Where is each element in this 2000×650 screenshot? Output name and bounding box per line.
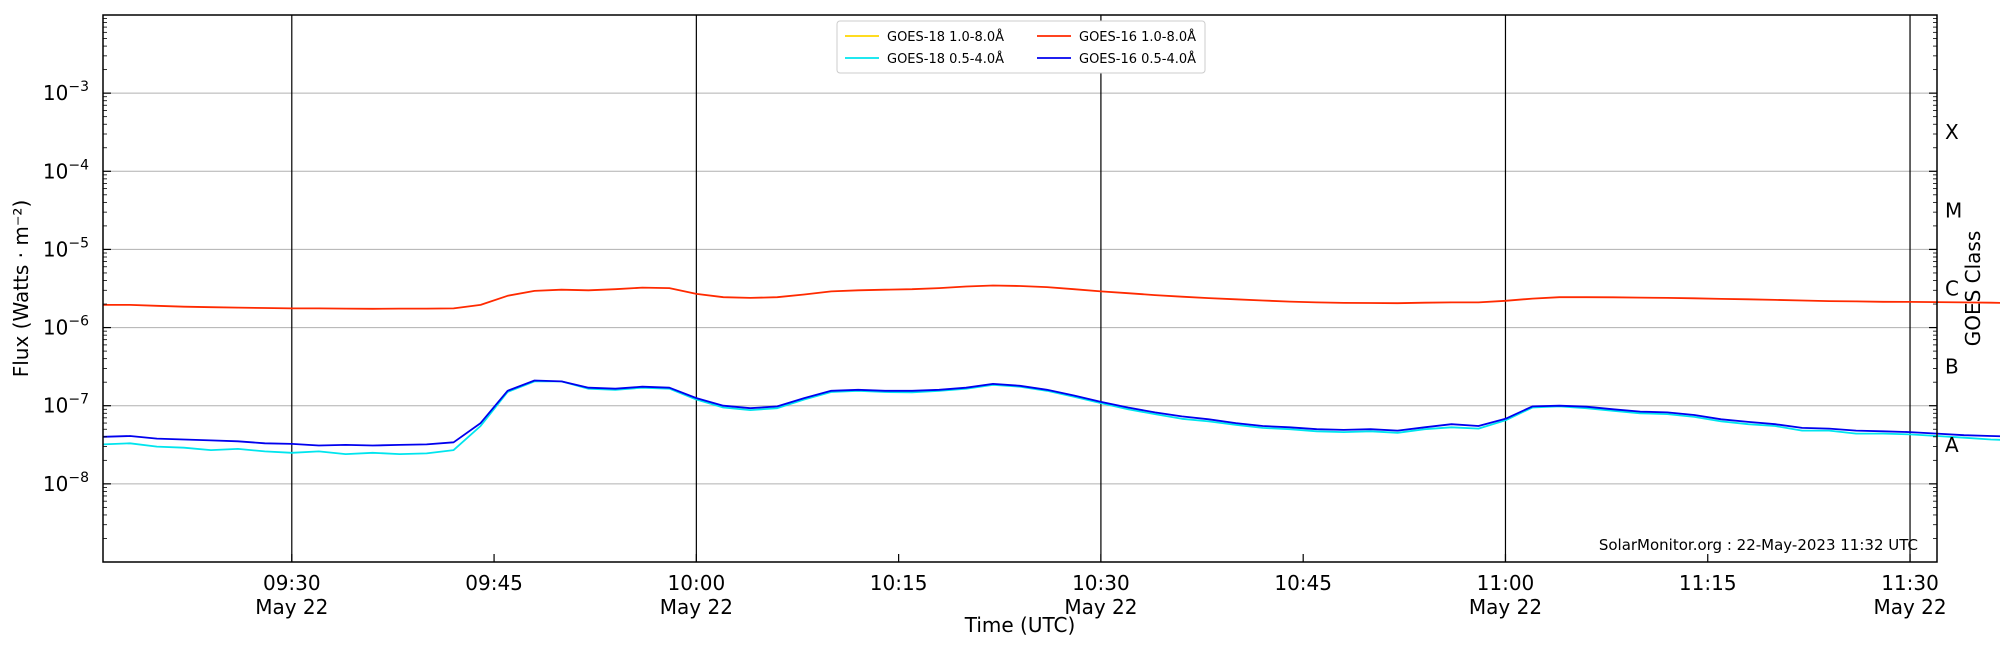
y-axis-title: Flux (Watts · m⁻²) <box>9 200 33 378</box>
x-tick-date-label: May 22 <box>1873 595 1946 619</box>
footer-credit: SolarMonitor.org : 22-May-2023 11:32 UTC <box>1599 536 1918 554</box>
x-tick-date-label: May 22 <box>255 595 328 619</box>
legend-label: GOES-16 0.5-4.0Å <box>1079 51 1196 67</box>
series-layer <box>102 284 2000 455</box>
legend-label: GOES-18 1.0-8.0Å <box>887 29 1004 45</box>
y-tick-exponent: −3 <box>68 79 89 95</box>
y-tick-label: 10−4 <box>43 157 89 183</box>
goes-class-label: X <box>1945 120 1959 144</box>
x-tick-date-label: May 22 <box>1064 595 1137 619</box>
x-tick-label: 11:00 <box>1477 571 1535 595</box>
y-tick-label: 10−7 <box>43 392 89 418</box>
goes-class-label: C <box>1945 277 1959 301</box>
goes-class-label: A <box>1945 433 1959 457</box>
y-tick-base: 10 <box>43 472 68 496</box>
legend-label: GOES-16 1.0-8.0Å <box>1079 29 1196 45</box>
y-tick-exponent: −8 <box>68 470 89 486</box>
series-line-1 <box>102 380 2000 455</box>
day-vertical-lines <box>291 15 1911 562</box>
goes-class-labels: A B C M X <box>1945 120 1962 457</box>
y-tick-base: 10 <box>43 237 68 261</box>
legend-label: GOES-18 0.5-4.0Å <box>887 51 1004 67</box>
y-tick-base: 10 <box>43 394 68 418</box>
y-tick-label: 10−5 <box>43 235 89 261</box>
x-tick-label: 10:30 <box>1072 571 1130 595</box>
legend: GOES-18 1.0-8.0Å GOES-18 0.5-4.0Å GOES-16 … <box>836 20 1206 74</box>
y-tick-exponent: −4 <box>68 157 89 173</box>
x-tick-label: 11:15 <box>1679 571 1737 595</box>
x-tick-label: 10:00 <box>668 571 726 595</box>
y-axis-ticks: 10−810−710−610−510−410−3 <box>43 18 1937 539</box>
y-tick-exponent: −5 <box>68 235 89 251</box>
plot-frame <box>102 14 1938 563</box>
right-axis-title: GOES Class <box>1961 231 1985 347</box>
x-tick-label: 10:45 <box>1274 571 1332 595</box>
y-tick-base: 10 <box>43 316 68 340</box>
goes-class-label: M <box>1945 198 1962 222</box>
legend-box <box>836 20 1206 74</box>
y-tick-exponent: −6 <box>68 314 89 330</box>
y-tick-base: 10 <box>43 159 68 183</box>
x-tick-date-label: May 22 <box>1469 595 1542 619</box>
y-tick-label: 10−3 <box>43 79 89 105</box>
x-tick-label: 09:30 <box>263 571 321 595</box>
x-axis-title: Time (UTC) <box>964 613 1076 637</box>
grid-layer <box>103 92 1937 485</box>
x-tick-label: 09:45 <box>465 571 523 595</box>
x-tick-label: 11:30 <box>1881 571 1939 595</box>
y-tick-label: 10−6 <box>43 314 89 340</box>
series-line-2 <box>103 284 2000 310</box>
x-tick-date-label: May 22 <box>660 595 733 619</box>
y-tick-label: 10−8 <box>43 470 89 496</box>
series-line-3 <box>102 379 2000 447</box>
x-tick-label: 10:15 <box>870 571 928 595</box>
goes-class-label: B <box>1945 355 1959 379</box>
y-tick-base: 10 <box>43 81 68 105</box>
y-tick-exponent: −7 <box>68 392 89 408</box>
